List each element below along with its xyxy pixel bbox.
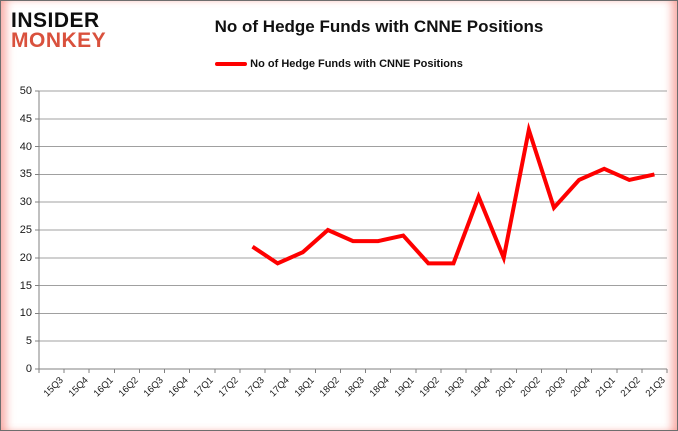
- logo-monkey-text: MONKEY: [11, 28, 107, 52]
- y-tick-label: 25: [19, 224, 32, 236]
- y-tick-label: 50: [19, 85, 32, 97]
- y-tick-label: 0: [25, 363, 32, 375]
- y-tick-label: 40: [19, 140, 32, 153]
- y-tick-label: 20: [19, 251, 32, 264]
- logo-insider-text: INSIDER: [11, 9, 100, 32]
- legend-line-swatch: [215, 62, 248, 66]
- y-tick-label: 10: [19, 307, 32, 320]
- insider-monkey-logo: INSIDER MONKEY: [11, 9, 107, 52]
- y-tick-label: 45: [19, 112, 32, 125]
- legend-label: No of Hedge Funds with CNNE Positions: [250, 58, 463, 70]
- y-tick-label: 5: [25, 335, 32, 348]
- y-tick-label: 15: [19, 279, 32, 292]
- y-tick-label: 30: [19, 196, 32, 209]
- chart-title: No of Hedge Funds with CNNE Positions: [214, 17, 544, 36]
- y-tick-label: 35: [19, 168, 32, 181]
- legend: No of Hedge Funds with CNNE Positions: [1, 58, 677, 70]
